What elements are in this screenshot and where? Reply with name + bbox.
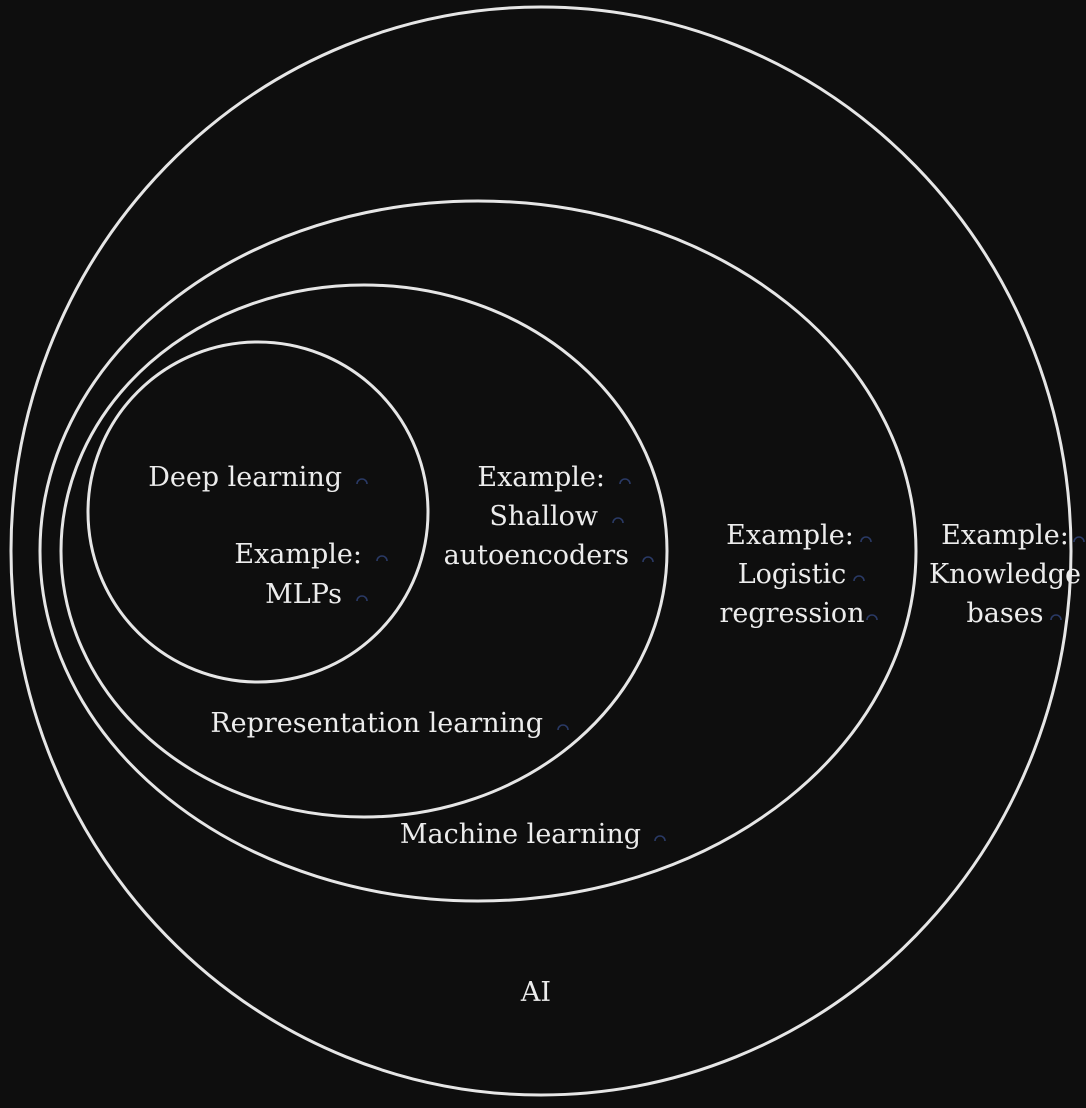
- loop-glyph-icon: [377, 556, 387, 561]
- loop-glyph-icon: [620, 479, 630, 484]
- machine-learning-title: Machine learning: [400, 819, 641, 850]
- loop-glyph-icon: [854, 576, 864, 581]
- machine-learning-example-line-1: Logistic: [738, 559, 847, 590]
- representation-learning-example-line-1: Shallow: [489, 501, 598, 532]
- loop-glyph-icon: [558, 725, 568, 730]
- ai-example-line-1: Knowledge: [929, 559, 1081, 590]
- deep-learning-ring: [88, 342, 428, 682]
- representation-learning-title: Representation learning: [210, 708, 543, 739]
- loop-glyph-icon: [643, 557, 653, 562]
- machine-learning-example-line-2: regression: [719, 598, 864, 629]
- representation-learning-example-line-2: autoencoders: [444, 540, 629, 571]
- loop-glyph-icon: [1074, 537, 1084, 542]
- ai-group: Example: Knowledge bases AI: [520, 520, 1081, 1008]
- loop-glyph-icon: [867, 615, 877, 620]
- deep-learning-example-value: MLPs: [265, 579, 342, 610]
- deep-learning-example-label: Example:: [234, 539, 362, 570]
- ai-example-label: Example:: [941, 520, 1069, 551]
- loop-glyph-icon: [613, 518, 623, 523]
- ai-example-line-2: bases: [966, 598, 1043, 629]
- loop-glyph-icon: [1051, 615, 1061, 620]
- loop-glyph-icon: [861, 537, 871, 542]
- loop-glyph-icon: [357, 596, 367, 601]
- loop-glyph-icon: [655, 836, 665, 841]
- deep-learning-title: Deep learning: [148, 462, 342, 493]
- loop-glyph-icon: [357, 479, 367, 484]
- machine-learning-example-label: Example:: [726, 520, 854, 551]
- representation-learning-example-label: Example:: [477, 462, 605, 493]
- deep-learning-group: Deep learning Example: MLPs: [148, 462, 362, 610]
- ai-title: AI: [520, 977, 551, 1008]
